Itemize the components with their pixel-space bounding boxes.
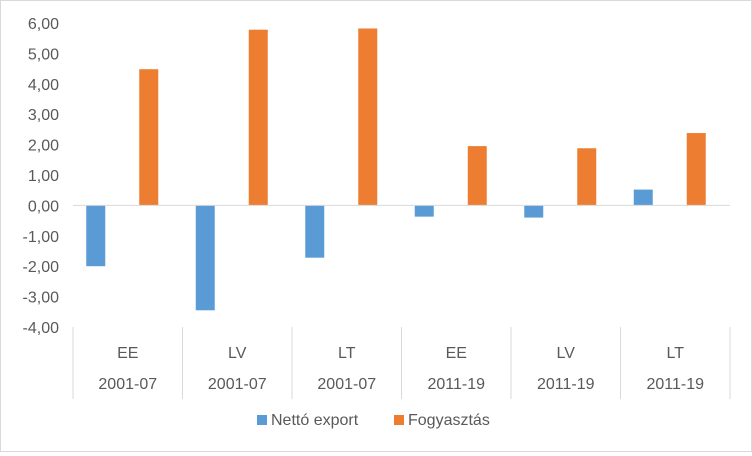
x-category-label: LT — [667, 345, 685, 362]
x-period-label: 2001-07 — [98, 376, 157, 393]
legend-label: Fogyasztás — [408, 412, 490, 429]
bar-netto-export — [305, 205, 325, 258]
bars — [86, 28, 706, 311]
bar-fogyasztas — [139, 69, 159, 206]
bar-fogyasztas — [248, 29, 268, 206]
legend-label: Nettó export — [271, 412, 359, 429]
y-tick-label: 4,00 — [28, 77, 59, 94]
y-tick-label: 5,00 — [28, 46, 59, 63]
y-tick-label: -3,00 — [23, 290, 60, 307]
bar-fogyasztas — [686, 133, 706, 206]
y-tick-label: -1,00 — [23, 229, 60, 246]
legend-swatch — [394, 415, 404, 425]
x-period-label: 2011-19 — [646, 376, 704, 393]
x-category-label: EE — [117, 345, 138, 362]
y-tick-label: -4,00 — [23, 320, 60, 337]
x-category-label: LT — [338, 345, 356, 362]
x-category-label: LV — [228, 345, 247, 362]
x-axis-labels: EE 2001-07 LV 2001-07 LT 2001-07 EE 2011-19 LV 20… — [98, 345, 704, 393]
x-period-label: 2001-07 — [208, 376, 267, 393]
y-tick-label: 3,00 — [28, 107, 59, 124]
y-tick-label: 1,00 — [28, 168, 59, 185]
bar-netto-export — [414, 205, 434, 217]
bar-fogyasztas — [358, 28, 378, 206]
bar-fogyasztas — [577, 148, 597, 206]
legend: Nettó export Fogyasztás — [257, 412, 490, 429]
legend-swatch — [257, 415, 267, 425]
bar-netto-export — [195, 205, 215, 311]
x-period-label: 2011-19 — [427, 376, 485, 393]
axes — [72, 204, 731, 399]
y-tick-label: 0,00 — [28, 198, 59, 215]
x-category-label: EE — [446, 345, 467, 362]
x-period-label: 2011-19 — [537, 376, 595, 393]
bar-netto-export — [524, 205, 544, 218]
bar-netto-export — [633, 189, 653, 206]
x-category-label: LV — [557, 345, 576, 362]
bar-fogyasztas — [467, 146, 487, 206]
y-tick-label: 2,00 — [28, 138, 59, 155]
y-tick-label: -2,00 — [23, 259, 60, 276]
y-tick-label: 6,00 — [28, 16, 59, 33]
bar-netto-export — [86, 205, 106, 267]
x-period-label: 2001-07 — [317, 376, 376, 393]
y-axis-ticks: -4,00 -3,00 -2,00 -1,00 0,00 1,00 2,00 3,00 4,00… — [23, 16, 60, 337]
